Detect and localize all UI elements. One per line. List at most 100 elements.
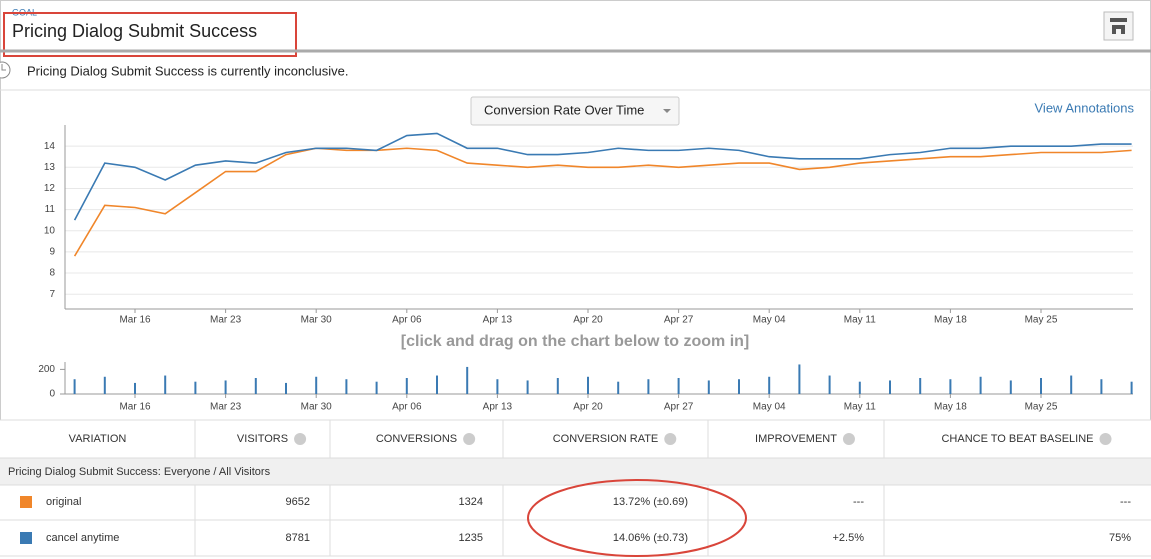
y-tick-label: 11 — [45, 204, 56, 215]
bar — [677, 378, 680, 394]
bar — [285, 382, 287, 394]
bar — [103, 376, 106, 394]
layout-icon — [1110, 18, 1127, 34]
view-annotations-link[interactable]: View Annotations — [1035, 100, 1135, 115]
bar — [949, 379, 952, 394]
table-cell: 75% — [1109, 532, 1131, 544]
y-tick-label: 10 — [44, 225, 56, 236]
bar — [315, 376, 318, 394]
table-cell: --- — [853, 496, 864, 508]
y-tick-label: 13 — [44, 162, 56, 173]
bar — [526, 380, 529, 394]
bar — [73, 379, 76, 394]
x-tick-label: Apr 06 — [392, 315, 422, 326]
variation-swatch — [20, 532, 32, 544]
x-tick-label: Mar 30 — [301, 402, 333, 413]
x-tick-label: Apr 13 — [483, 402, 513, 413]
table-cell: 1324 — [459, 496, 483, 508]
x-tick-label: Apr 27 — [664, 315, 694, 326]
column-header: CHANCE TO BEAT BASELINE — [941, 433, 1093, 445]
bar — [768, 376, 771, 394]
y-tick-label: 200 — [38, 364, 55, 375]
help-icon — [1099, 433, 1112, 445]
help-icon — [664, 433, 677, 445]
bar — [617, 381, 620, 394]
x-tick-label: Apr 13 — [483, 315, 513, 326]
x-tick-label: May 25 — [1025, 315, 1058, 326]
x-tick-label: Apr 20 — [573, 402, 603, 413]
bar — [1070, 375, 1073, 394]
bar — [1009, 380, 1012, 394]
highlight-ellipse — [527, 479, 747, 557]
table-cell: 1235 — [459, 532, 483, 544]
y-tick-label: 8 — [49, 268, 55, 279]
x-tick-label: Apr 06 — [392, 402, 422, 413]
column-header: CONVERSION RATE — [553, 433, 659, 445]
section-row — [0, 458, 1151, 485]
bar — [224, 380, 227, 394]
bar — [496, 379, 499, 394]
y-tick-label: 9 — [49, 247, 55, 258]
y-tick-label: 0 — [49, 389, 55, 400]
column-header: VISITORS — [237, 433, 288, 445]
goal-title: Pricing Dialog Submit Success — [12, 21, 257, 41]
bar — [466, 366, 469, 394]
x-tick-label: Mar 16 — [119, 402, 151, 413]
bar — [254, 378, 257, 394]
chart-dropdown[interactable] — [470, 96, 680, 126]
bar — [979, 376, 982, 394]
bar — [345, 379, 348, 394]
x-tick-label: May 04 — [753, 315, 786, 326]
column-header: CONVERSIONS — [376, 433, 457, 445]
bar — [1100, 379, 1103, 394]
results-table — [0, 420, 1151, 559]
table-cell: 13.72% (±0.69) — [613, 496, 688, 508]
y-tick-label: 7 — [49, 289, 55, 300]
x-tick-label: May 18 — [934, 315, 967, 326]
table-cell: 14.06% (±0.73) — [613, 532, 688, 544]
x-tick-label: Mar 16 — [119, 315, 151, 326]
series-line — [73, 147, 1132, 257]
bar — [858, 381, 861, 394]
help-icon — [842, 433, 855, 445]
x-tick-label: May 11 — [844, 315, 876, 326]
section-label: Pricing Dialog Submit Success: Everyone … — [8, 466, 271, 478]
bar — [707, 380, 710, 394]
bar — [647, 379, 650, 394]
table-cell: +2.5% — [833, 532, 865, 544]
variation-swatch — [20, 496, 32, 508]
highlight-box — [3, 12, 297, 57]
variation-name: cancel anytime — [46, 532, 119, 544]
dropdown-arrow — [663, 109, 671, 113]
bar — [436, 375, 438, 394]
x-tick-label: Apr 20 — [573, 315, 603, 326]
x-tick-label: May 04 — [753, 402, 786, 413]
table-cell: --- — [1120, 496, 1131, 508]
x-tick-label: May 11 — [844, 402, 876, 413]
bar — [405, 378, 408, 394]
x-tick-label: Mar 30 — [301, 315, 333, 326]
layout-button[interactable] — [1103, 11, 1134, 41]
y-tick-label: 12 — [44, 183, 56, 194]
x-tick-label: Mar 23 — [210, 402, 242, 413]
y-tick-label: 14 — [44, 141, 56, 152]
bar — [556, 378, 559, 394]
zoom-hint: [click and drag on the chart below to zo… — [401, 333, 749, 350]
bar — [828, 375, 831, 394]
variation-name: original — [46, 496, 81, 508]
clock-hands — [1, 64, 6, 71]
help-icon — [294, 433, 307, 445]
bar — [1040, 378, 1042, 394]
table-cell: 9652 — [286, 496, 310, 508]
dropdown-label: Conversion Rate Over Time — [484, 102, 644, 117]
status-text: Pricing Dialog Submit Success is current… — [27, 63, 349, 78]
bar — [375, 381, 378, 394]
help-icon — [463, 433, 476, 445]
table-cell: 8781 — [286, 532, 310, 544]
x-tick-label: Apr 27 — [664, 402, 694, 413]
x-tick-label: May 25 — [1025, 402, 1058, 413]
column-header: VARIATION — [69, 433, 127, 445]
bar — [889, 380, 891, 394]
column-header: IMPROVEMENT — [755, 433, 837, 445]
